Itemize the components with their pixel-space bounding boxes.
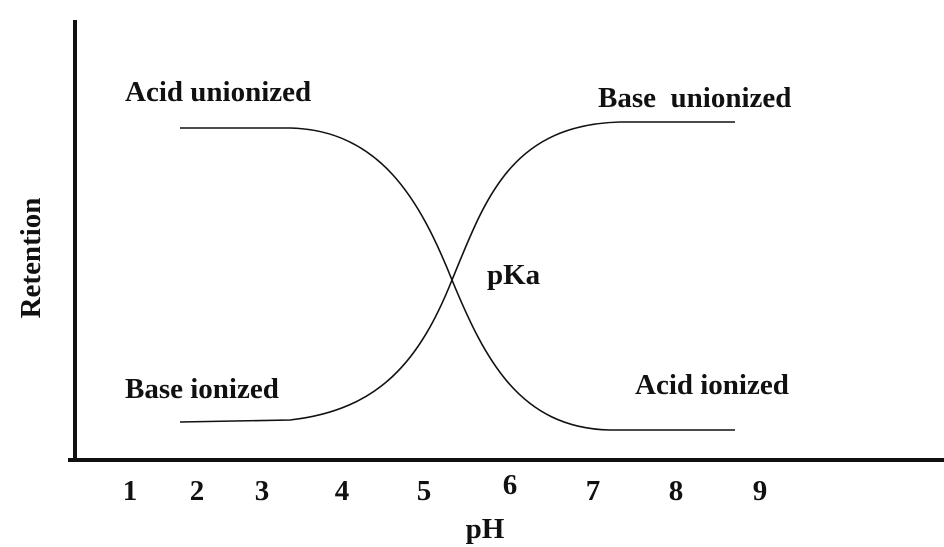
annotation: pKa <box>487 259 541 291</box>
x-tick-label: 1 <box>123 475 138 507</box>
x-tick-label: 7 <box>586 475 601 507</box>
x-ticks: 1 2 3 4 5 6 7 8 9 <box>123 469 768 507</box>
x-tick-label: 6 <box>503 469 518 501</box>
annotation: Base unionized <box>598 82 791 114</box>
annotation: Acid ionized <box>635 369 789 401</box>
x-tick-label: 4 <box>335 475 350 507</box>
annotation: Base ionized <box>125 373 279 405</box>
x-tick-label: 3 <box>255 475 270 507</box>
annotation: Acid unionized <box>125 76 311 108</box>
x-axis-label: pH <box>466 513 505 545</box>
base-curve <box>179 121 735 423</box>
x-tick-label: 8 <box>669 475 684 507</box>
x-tick-label: 2 <box>190 475 205 507</box>
y-axis-label: Retention <box>15 198 47 319</box>
x-tick-label: 9 <box>753 475 768 507</box>
x-tick-label: 5 <box>417 475 432 507</box>
